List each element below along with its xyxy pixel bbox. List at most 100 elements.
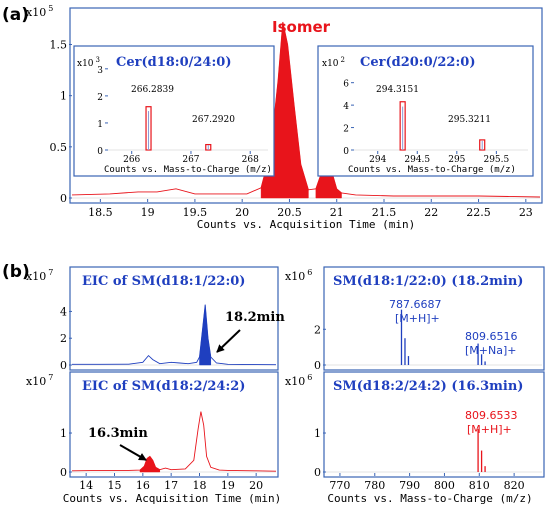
- a-inset-right-ytick-label: 0: [343, 147, 349, 157]
- b-eic-2-peak-fill-0: [139, 456, 161, 473]
- b-eic-2-xtick-label: 19: [221, 479, 235, 492]
- a-inset-left-peak-label: 267.2920: [192, 115, 235, 125]
- b-ms2-multiplier: x10 6: [285, 373, 312, 388]
- a-main-xtick-label: 21: [330, 206, 344, 219]
- inset-left-title: Cer(d18:0/24:0): [116, 55, 231, 70]
- b-eic-2-ytick-label: 1: [60, 427, 67, 440]
- a-x-axis-label: Counts vs. Acquisition Time (min): [197, 218, 416, 231]
- chart-b-ms: x10 6 SM(d18:1/22:0) (18.2min) 0 2 787.6687…: [285, 266, 545, 505]
- b-eic-x-axis-label: Counts vs. Acquisition Time (min): [63, 492, 282, 505]
- b-eic-2-xtick-label: 16: [136, 479, 150, 492]
- a-inset-left-ytick-label: 2: [97, 93, 103, 103]
- inset-right-frame: [317, 45, 534, 177]
- b-ms-2-xtick-label: 770: [329, 479, 350, 492]
- a-main-ytick-label: 0.5: [50, 141, 68, 154]
- inset-left-marks: 0 1 2 3 266 267 268 266.2839 267.2920: [97, 66, 268, 165]
- a-main-xtick-label: 22.5: [466, 206, 491, 219]
- chart-a-main: x10 5 00.511.518.5 19 19.5 20 20.5 21 21.5 22 22.…: [26, 4, 543, 231]
- b-ms-1-ytick-label: 0: [314, 359, 321, 372]
- a-inset-right-xtick-label: 295.5: [483, 155, 509, 165]
- b-eic-2-xtick-label: 20: [249, 479, 263, 492]
- a-main-ytick-label: 1.5: [50, 39, 68, 52]
- a-inset-left-ytick-label: 1: [97, 120, 103, 130]
- a-inset-left-xtick-label: 267: [182, 155, 199, 165]
- a-inset-right-ytick-label: 2: [343, 125, 349, 135]
- inset-right-marks: 0 2 4 6 294 294.5 295 295.5 294.3151 295.3211: [343, 80, 528, 165]
- isomer-annotation: Isomer: [272, 18, 331, 36]
- a-main-xtick-label: 23: [519, 206, 533, 219]
- b-ms1-marks: 0 2 787.6687[M+H]+ 809.6516[M+Na]+: [314, 298, 542, 372]
- b-ms2-marks: 0 1 770 780 790 800 810 820 809.6533[M+H]+: [314, 409, 542, 492]
- a-inset-left-xtick-label: 268: [242, 155, 259, 165]
- a-inset-right-peak-label: 294.3151: [376, 85, 419, 95]
- b-eic-2-ytick-label: 0: [60, 466, 67, 479]
- b-eic1-multiplier: x10 7: [26, 268, 53, 283]
- b-ms-2-peak-label: [M+H]+: [467, 423, 512, 436]
- b-eic2-annotation: 16.3min: [88, 426, 148, 441]
- a-main-xtick-label: 19.5: [183, 206, 208, 219]
- b-eic-1-ytick-label: 0: [60, 359, 67, 372]
- a-main-xtick-label: 21.5: [372, 206, 397, 219]
- b-eic-2-xtick-label: 18: [193, 479, 207, 492]
- b-ms1-title: SM(d18:1/22:0) (18.2min): [333, 274, 523, 289]
- inset-left-frame: [73, 45, 275, 177]
- b-ms2-frame: [323, 371, 545, 478]
- b-ms-1-peak-label: [M+Na]+: [465, 344, 516, 357]
- a-multiplier: x10 5: [26, 4, 53, 19]
- a-main-xtick-label: 19: [141, 206, 155, 219]
- b-eic1-arrow: [216, 329, 241, 353]
- b-ms1-multiplier: x10 6: [285, 268, 312, 283]
- b-ms-2-ytick-label: 1: [314, 427, 321, 440]
- inset-cer-d20-0-22-0: Cer(d20:0/22:0) x10 2 0 2 4 6 294 294.5 295 295.…: [317, 45, 534, 177]
- b-eic-2-xtick-label: 14: [79, 479, 93, 492]
- b-eic-2-trace: [71, 411, 277, 472]
- b-ms-2-xtick-label: 820: [504, 479, 525, 492]
- panel-label-a: (a): [2, 5, 29, 25]
- b-ms-1-peak-label: 809.6516: [465, 330, 518, 343]
- a-inset-right-ytick-label: 6: [343, 80, 349, 90]
- b-eic-1-peak-fill-0: [199, 304, 212, 366]
- a-inset-left-xtick-label: 266: [123, 155, 140, 165]
- a-inset-left-ytick-label: 3: [97, 66, 103, 76]
- b-ms2-title: SM(d18:2/24:2) (16.3min): [333, 379, 523, 394]
- b-ms-1-peak-label: [M+H]+: [395, 312, 440, 325]
- a-inset-right-ytick-label: 4: [343, 102, 349, 112]
- a-main-xtick-label: 22: [424, 206, 438, 219]
- b-ms-2-ytick-label: 0: [314, 466, 321, 479]
- b-eic-2-xtick-label: 15: [108, 479, 122, 492]
- b-eic-1-ytick-label: 4: [60, 305, 67, 318]
- inset-right-x-label: Counts vs. Mass-to-Charge (m/z): [348, 165, 516, 175]
- a-main-ytick-label: 1: [60, 90, 67, 103]
- a-inset-right-peak-label: 295.3211: [448, 115, 491, 125]
- b-eic1-annotation: 18.2min: [225, 310, 285, 325]
- b-eic2-multiplier: x10 7: [26, 373, 53, 388]
- inset-left-multiplier: x10 3: [77, 56, 100, 69]
- inset-right-title: Cer(d20:0/22:0): [360, 55, 475, 70]
- b-ms-1-peak-label: 787.6687: [389, 298, 442, 311]
- b-ms-2-xtick-label: 800: [434, 479, 455, 492]
- a-main-ytick-label: 0: [60, 192, 67, 205]
- a-inset-left-peak-label: 266.2839: [131, 85, 174, 95]
- inset-right-multiplier: x10 2: [322, 56, 345, 69]
- inset-cer-d18-0-24-0: Cer(d18:0/24:0) x10 3 0 1 2 3 266 267 268 266.28…: [73, 45, 275, 177]
- b-eic2-marks: 0 1 14 15 16 17 18 19 20: [60, 411, 277, 492]
- chart-b-eic: x10 7 EIC of SM(d18:1/22:0) 0 2 4 18.2min x…: [26, 266, 285, 505]
- b-eic1-marks: 0 2 4: [60, 304, 277, 372]
- b-eic2-frame: [69, 371, 279, 478]
- b-eic1-frame: [69, 266, 279, 371]
- b-eic1-title: EIC of SM(d18:1/22:0): [82, 274, 245, 289]
- b-eic-2-xtick-label: 17: [164, 479, 178, 492]
- a-inset-right-xtick-label: 294.5: [404, 155, 430, 165]
- panel-label-b: (b): [2, 262, 30, 282]
- a-main-xtick-label: 20: [235, 206, 249, 219]
- b-eic2-arrow: [119, 444, 147, 461]
- a-main-xtick-label: 20.5: [277, 206, 302, 219]
- b-eic2-title: EIC of SM(d18:2/24:2): [82, 379, 245, 394]
- a-plot-frame: [69, 7, 543, 204]
- b-ms-x-axis-label: Counts vs. Mass-to-Charge (m/z): [327, 492, 532, 505]
- a-inset-right-xtick-label: 295: [448, 155, 465, 165]
- b-ms-1-ytick-label: 2: [314, 323, 321, 336]
- a-main-xtick-label: 18.5: [88, 206, 113, 219]
- b-eic-1-trace: [72, 304, 277, 366]
